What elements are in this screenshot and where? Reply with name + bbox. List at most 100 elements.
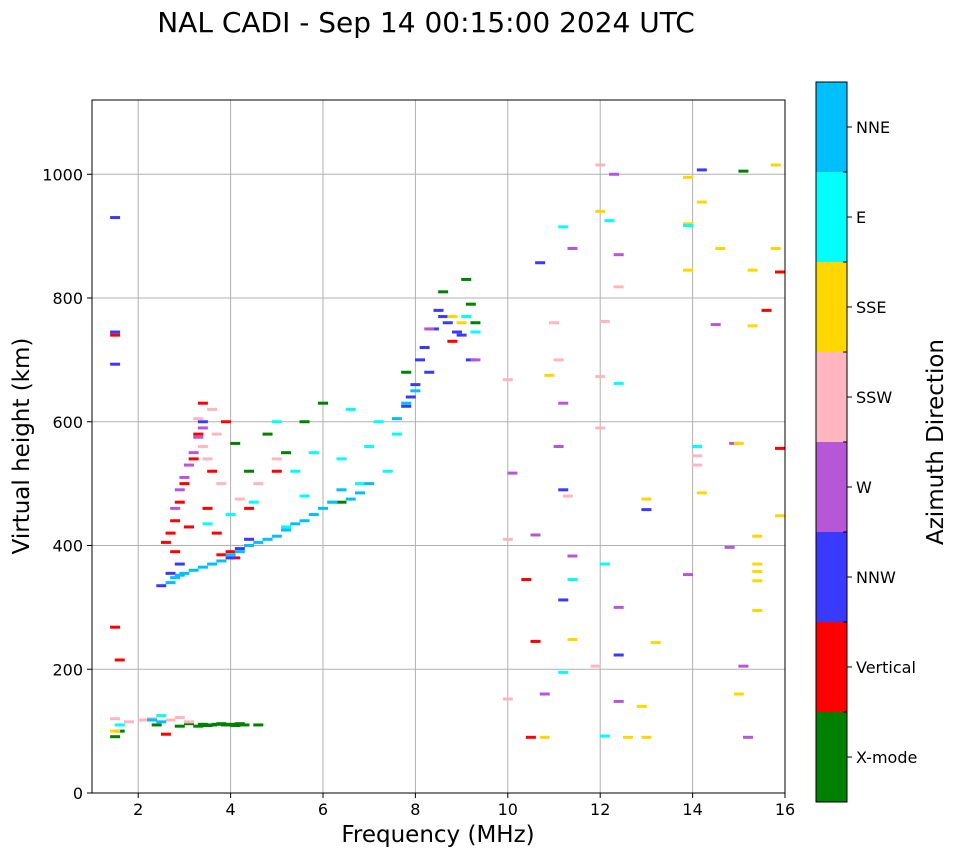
colorbar-label: Vertical [856,658,916,677]
x-axis-ticks: 2 4 6 8 10 12 14 16 [133,793,795,819]
data-point-nne [271,534,282,538]
data-point-ssw [595,375,606,379]
data-point-ssw [502,378,513,382]
data-point-nne [327,500,338,504]
data-point-e [613,381,624,385]
data-point-e [692,445,703,448]
data-point-nnw [110,330,121,334]
data-point-x-mode [230,441,241,445]
data-point-w [193,435,204,439]
data-point-nne [290,522,301,526]
data-point-nnw [244,537,255,541]
colorbar-label: SSW [856,388,892,407]
colorbar-segment [816,442,847,532]
data-point-nnw [451,330,462,334]
data-point-e [558,225,569,229]
data-point-w [613,605,624,609]
data-point-ssw [502,697,513,701]
data-point-ssw [562,494,573,498]
data-point-nnw [696,168,707,172]
data-point-x-mode [184,722,195,726]
data-point-e [281,525,292,529]
data-point-e [202,522,213,526]
x-tick-label: 8 [410,800,420,819]
data-point-nne [410,389,421,393]
data-point-nnw [419,346,430,349]
data-point-ssw [211,432,222,436]
data-point-vertical [216,553,227,557]
data-point-nnw [410,383,421,387]
data-point-e [156,714,167,718]
data-point-vertical [775,270,785,274]
data-point-vertical [202,506,213,510]
data-point-ssw [692,463,703,467]
data-point-nnw [197,420,208,424]
data-point-e [354,482,365,486]
data-point-nne [262,537,273,541]
x-tick-label: 4 [226,800,236,819]
data-point-vertical [160,540,171,544]
data-point-vertical [165,531,176,535]
colorbar-segment [816,352,847,442]
data-point-x-mode [318,401,328,405]
data-point-nne [216,559,227,563]
data-point-w [507,471,518,475]
data-point-vertical [110,625,121,629]
data-point-sse [752,562,763,566]
data-point-nnw [438,315,449,319]
data-point-sse [682,222,693,226]
colorbar-segment [816,712,847,802]
data-point-vertical [447,339,458,343]
data-point-x-mode [738,169,749,173]
data-point-vertical [271,469,282,473]
colorbar-segment [816,262,847,352]
colorbar-label: E [856,208,866,227]
data-point-x-mode [401,370,412,374]
data-point-nne [318,506,328,510]
data-point-w [530,533,541,537]
data-point-e [567,578,578,582]
data-point-e [391,432,402,436]
data-point-nnw [424,370,435,374]
data-point-sse [622,735,633,739]
data-point-w [197,426,208,430]
data-point-nne [174,573,185,577]
data-point-w [179,475,190,479]
data-point-ssw [193,417,204,421]
data-point-w [558,401,569,405]
data-point-nne [244,544,255,547]
data-point-e [599,562,610,566]
y-axis-ticks: 0 200 400 600 800 1000 [42,165,92,803]
data-point-w [567,554,578,558]
data-point-vertical [521,578,532,582]
y-tick-label: 200 [52,660,83,679]
data-point-nne [165,581,176,585]
data-point-sse [567,638,578,642]
data-point-x-mode [244,469,255,473]
data-point-ssw [207,407,218,411]
data-point-vertical [184,525,195,529]
data-point-ssw [174,716,185,720]
data-point-w [682,573,693,577]
data-point-nnw [110,216,121,220]
data-point-e [271,420,282,424]
data-point-nne [188,568,199,572]
data-point-w [567,247,578,250]
data-point-x-mode [281,451,292,455]
data-point-sse [752,569,763,573]
data-point-sse [456,321,467,325]
x-tick-label: 2 [133,800,143,819]
data-point-vertical [170,519,181,523]
colorbar-label: W [856,478,872,497]
data-point-nne [345,497,356,501]
data-point-e [114,723,125,727]
colorbar-segment [816,532,847,622]
data-point-sse [447,315,458,319]
data-point-sse [752,608,763,612]
data-point-x-mode [174,724,185,728]
data-point-x-mode [470,321,481,325]
data-point-sse [770,247,781,250]
data-point-ssw [271,457,282,461]
data-point-nne [225,553,236,557]
